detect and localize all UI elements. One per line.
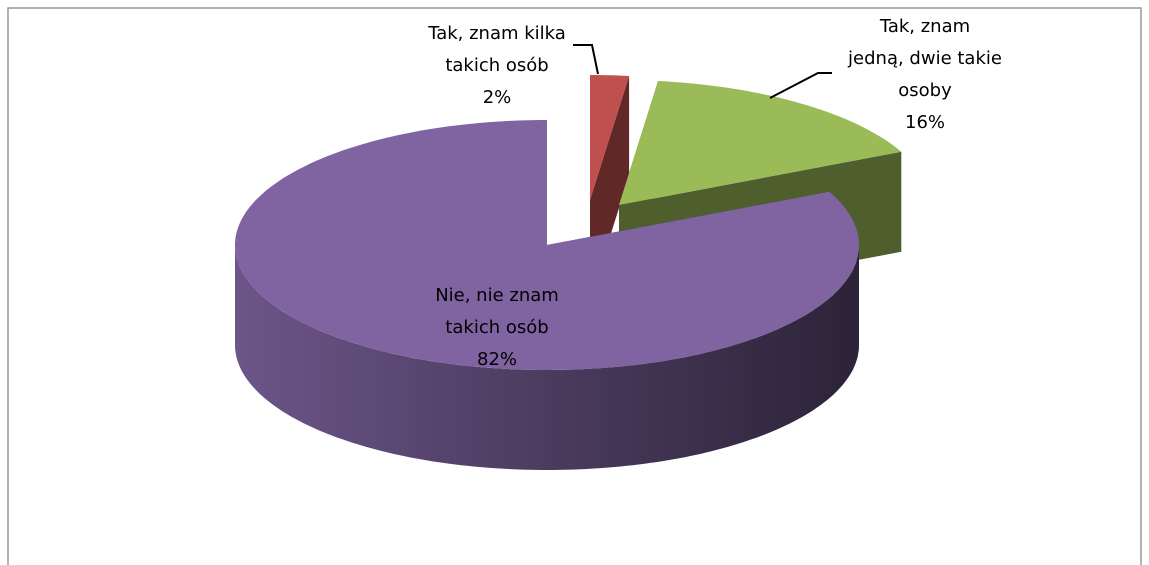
- category-label: Nie, nie znam takich osób: [435, 285, 559, 338]
- value-label: 82%: [476, 349, 518, 370]
- slice: [619, 81, 902, 205]
- value-label: 2%: [482, 87, 512, 108]
- category-label: Tak, znam jedną, dwie takie osoby: [848, 16, 1002, 101]
- value-label: 16%: [904, 112, 946, 133]
- slice: [235, 120, 859, 370]
- slice-label: Tak, znam kilka takich osób 2%: [428, 18, 566, 114]
- slice-label: Tak, znam jedną, dwie takie osoby 16%: [848, 11, 1002, 139]
- frame: [7, 7, 1142, 565]
- slice-label: Nie, nie znam takich osób 82%: [435, 280, 559, 376]
- leader-line: [573, 44, 599, 75]
- leader-line: [769, 72, 832, 99]
- slice: [590, 75, 630, 200]
- slice-wall: [235, 245, 859, 470]
- category-label: Tak, znam kilka takich osób: [428, 23, 566, 76]
